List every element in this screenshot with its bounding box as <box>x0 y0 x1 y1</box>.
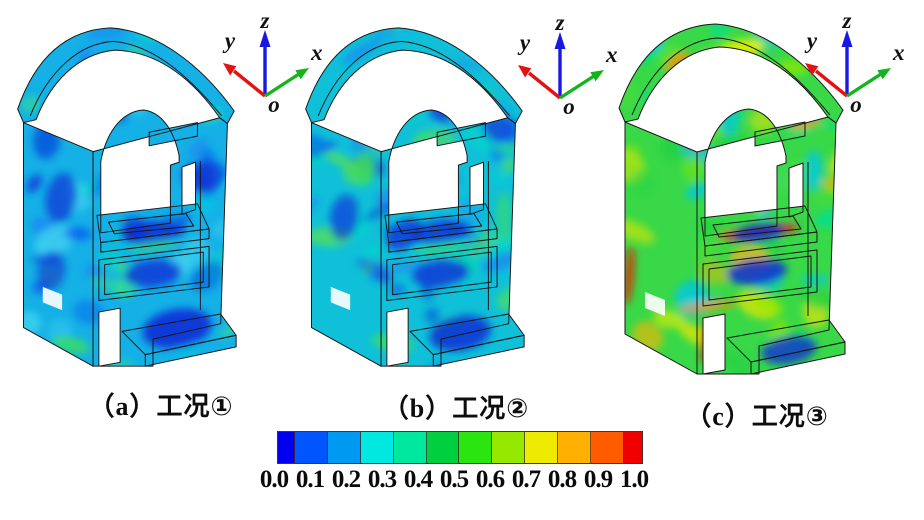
axis-triad-b: zy x o <box>517 10 618 118</box>
subfigure-a <box>8 22 240 374</box>
axis-origin-label: o <box>268 92 280 116</box>
axis-label-x: x <box>310 40 323 65</box>
axis-origin-label: o <box>850 92 862 116</box>
colorbar-ticks: 0.0 0.1 0.2 0.3 0.4 0.5 0.6 0.7 0.8 0.9 1.0 <box>256 466 652 494</box>
axis-origin-label: o <box>563 94 575 118</box>
colorbar-cell-11 <box>624 432 642 463</box>
colorbar-tick-7: 0.7 <box>511 466 541 493</box>
colorbar-cell-4 <box>393 432 427 463</box>
colorbar-cell-3 <box>360 432 394 463</box>
colorbar-cell-1 <box>294 432 328 463</box>
colorbar-tick-3: 0.3 <box>367 466 397 493</box>
axis-label-x: x <box>892 40 905 65</box>
subfigure-b <box>296 22 528 374</box>
subfigure-caption-b: （b）工况② <box>382 394 530 423</box>
colorbar-cell-10 <box>591 432 625 463</box>
colorbar-tick-0: 0.0 <box>259 466 289 493</box>
colorbar-cell-8 <box>525 432 559 463</box>
colorbar-cell-2 <box>327 432 361 463</box>
subfigure-caption-a: （a）工况① <box>88 392 234 421</box>
colorbar-tick-9: 0.9 <box>583 466 613 493</box>
axis-label-y: y <box>517 30 531 55</box>
axis-label-z: z <box>842 8 852 33</box>
colorbar-cell-9 <box>558 432 592 463</box>
colorbar-tick-5: 0.5 <box>439 466 469 493</box>
axis-triad-a: zy x o <box>222 8 323 116</box>
axis-label-x: x <box>605 42 618 67</box>
colorbar-tick-10: 1.0 <box>619 466 649 493</box>
subfigure-caption-c: （c）工况③ <box>685 402 829 431</box>
axis-label-z: z <box>260 8 270 33</box>
axis-label-y: y <box>804 28 818 53</box>
colorbar-tick-8: 0.8 <box>547 466 577 493</box>
colorbar-tick-6: 0.6 <box>475 466 505 493</box>
colorbar-cell-0 <box>278 432 295 463</box>
cab-contour-plot-a <box>17 27 237 367</box>
colorbar-tick-1: 0.1 <box>295 466 325 493</box>
colorbar-cell-7 <box>492 432 526 463</box>
colorbar-tick-2: 0.2 <box>331 466 361 493</box>
colorbar-cell-6 <box>459 432 493 463</box>
axis-triad-c: zy x o <box>804 8 905 116</box>
axis-label-z: z <box>555 10 565 35</box>
colorbar-tick-4: 0.4 <box>403 466 433 493</box>
colorbar <box>277 431 643 464</box>
axis-label-y: y <box>222 28 236 53</box>
subfigure-c <box>604 20 854 380</box>
cab-contour-plot-c <box>618 23 846 375</box>
cab-contour-plot-b <box>305 27 525 367</box>
colorbar-cell-5 <box>426 432 460 463</box>
